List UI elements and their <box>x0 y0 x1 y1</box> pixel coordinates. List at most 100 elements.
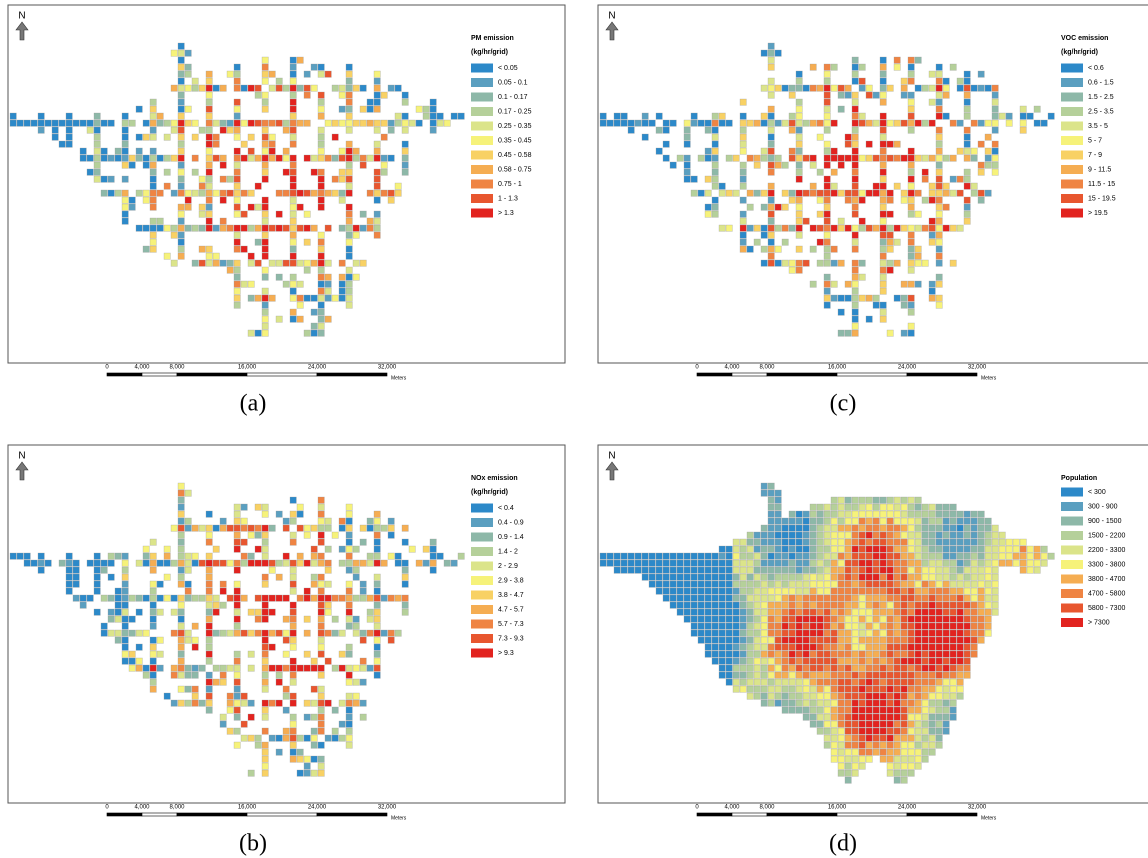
map-cell <box>908 64 914 70</box>
map-cell <box>705 581 711 587</box>
map-cell <box>775 511 781 517</box>
map-cell <box>866 658 872 664</box>
map-cell <box>936 714 942 720</box>
map-cell <box>234 630 240 636</box>
map-cell <box>740 567 746 573</box>
map-cell <box>929 651 935 657</box>
map-cell <box>311 742 317 748</box>
map-cell <box>129 616 135 622</box>
map-cell <box>943 532 949 538</box>
map-cell <box>768 567 774 573</box>
map-cell <box>691 616 697 622</box>
map-cell <box>122 616 128 622</box>
map-cell <box>768 483 774 489</box>
map-cell <box>796 106 802 112</box>
map-cell <box>1020 120 1026 126</box>
map-cell <box>880 553 886 559</box>
map-cell <box>992 99 998 105</box>
map-cell <box>964 630 970 636</box>
map-cell <box>901 700 907 706</box>
map-cell <box>803 679 809 685</box>
map-cell <box>859 602 865 608</box>
caption: (c) <box>830 391 857 417</box>
map-cell <box>262 714 268 720</box>
map-cell <box>332 134 338 140</box>
map-cell <box>971 602 977 608</box>
map-cell <box>367 560 373 566</box>
map-cell <box>761 246 767 252</box>
map-cell <box>248 735 254 741</box>
map-cell <box>768 588 774 594</box>
map-cell <box>185 120 191 126</box>
map-cell <box>178 85 184 91</box>
map-cell <box>227 630 233 636</box>
map-cell <box>122 162 128 168</box>
map-cell <box>985 532 991 538</box>
map-cell <box>880 127 886 133</box>
map-cell <box>929 644 935 650</box>
map-cell <box>831 525 837 531</box>
scale-label: 24,000 <box>898 805 917 811</box>
map-cell <box>838 623 844 629</box>
map-cell <box>719 595 725 601</box>
scale-label: 16,000 <box>238 365 257 371</box>
map-cell <box>964 155 970 161</box>
map-cell <box>768 672 774 678</box>
map-cell <box>824 246 830 252</box>
map-cell <box>852 99 858 105</box>
map-cell <box>894 595 900 601</box>
map-cell <box>241 560 247 566</box>
map-cell <box>213 225 219 231</box>
map-cell <box>388 127 394 133</box>
map-cell <box>227 595 233 601</box>
map-cell <box>817 616 823 622</box>
map-cell <box>185 560 191 566</box>
map-cell <box>929 539 935 545</box>
map-cell <box>971 637 977 643</box>
map-cell <box>852 330 858 336</box>
map-cell <box>782 707 788 713</box>
map-cell <box>852 57 858 63</box>
map-cell <box>887 246 893 252</box>
legend-swatch <box>471 165 493 174</box>
map-cell <box>936 64 942 70</box>
map-cell <box>628 120 634 126</box>
map-cell <box>810 693 816 699</box>
map-cell <box>789 120 795 126</box>
map-cell <box>283 637 289 643</box>
map-cell <box>192 672 198 678</box>
map-cell <box>234 707 240 713</box>
map-cell <box>227 267 233 273</box>
map-cell <box>276 120 282 126</box>
map-cell <box>234 106 240 112</box>
map-cell <box>782 616 788 622</box>
map-cell <box>325 609 331 615</box>
map-cell <box>908 232 914 238</box>
map-cell <box>1027 567 1033 573</box>
map-cell <box>367 609 373 615</box>
map-cell <box>817 511 823 517</box>
map-cell <box>122 630 128 636</box>
map-cell <box>122 623 128 629</box>
map-cell <box>304 735 310 741</box>
map-cell <box>290 197 296 203</box>
map-cell <box>740 120 746 126</box>
map-cell <box>964 127 970 133</box>
map-cell <box>908 665 914 671</box>
map-cell <box>838 630 844 636</box>
map-cell <box>908 197 914 203</box>
map-cell <box>943 183 949 189</box>
map-cell <box>754 651 760 657</box>
map-cell <box>346 665 352 671</box>
map-cell <box>908 190 914 196</box>
map-cell <box>178 253 184 259</box>
map-cell <box>908 644 914 650</box>
map-cell <box>831 735 837 741</box>
map-cell <box>283 148 289 154</box>
map-cell <box>838 609 844 615</box>
map-cell <box>894 749 900 755</box>
map-cell <box>936 616 942 622</box>
map-cell <box>740 539 746 545</box>
map-cell <box>859 85 865 91</box>
map-cell <box>831 581 837 587</box>
